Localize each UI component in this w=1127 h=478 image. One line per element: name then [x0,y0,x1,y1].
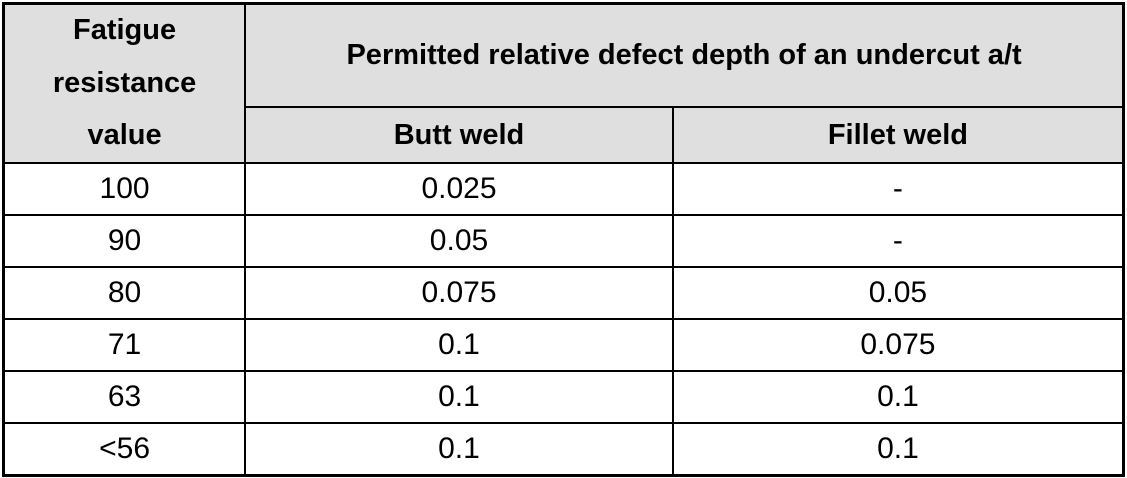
fatigue-value-cell: 71 [2,318,247,372]
table-row-63: 63 0.1 0.1 [2,370,1125,424]
butt-weld-cell: 0.1 [244,370,674,424]
header-cell-butt-weld: Butt weld [244,106,674,164]
fatigue-value-cell: 90 [2,214,247,268]
table-row-lt56: <56 0.1 0.1 [2,422,1125,476]
butt-weld-cell: 0.1 [244,422,674,476]
fillet-weld-cell: 0.1 [671,422,1125,476]
fatigue-header-line-3: value [87,118,162,151]
fillet-weld-cell: 0.05 [671,266,1125,320]
header-cell-permitted-depth: Permitted relative defect depth of an un… [244,2,1125,109]
header-cell-fillet-weld: Fillet weld [671,106,1125,164]
fillet-weld-cell: - [671,214,1125,268]
table-header: Fatigue resistance value Permitted relat… [2,2,1125,164]
butt-weld-cell: 0.05 [244,214,674,268]
table-body: 100 0.025 - 90 0.05 - 80 0.075 0.05 71 0… [2,162,1125,476]
fatigue-header-line-2: resistance [52,66,197,99]
fillet-weld-cell: - [671,162,1125,216]
butt-weld-cell: 0.1 [244,318,674,372]
fatigue-value-cell: <56 [2,422,247,476]
fatigue-value-cell: 80 [2,266,247,320]
table-row-71: 71 0.1 0.075 [2,318,1125,372]
table-row-90: 90 0.05 - [2,214,1125,268]
table-row-100: 100 0.025 - [2,162,1125,216]
header-cell-fatigue-resistance-value: Fatigue resistance value [2,2,247,164]
butt-weld-cell: 0.075 [244,266,674,320]
fatigue-value-cell: 100 [2,162,247,216]
fillet-weld-cell: 0.1 [671,370,1125,424]
fatigue-value-cell: 63 [2,370,247,424]
fillet-weld-cell: 0.075 [671,318,1125,372]
butt-weld-cell: 0.025 [244,162,674,216]
header-row-main: Fatigue resistance value Permitted relat… [2,2,1125,164]
fatigue-header-text: Fatigue resistance value [5,5,243,161]
table-row-80: 80 0.075 0.05 [2,266,1125,320]
header-row-sub: Butt weld Fillet weld [4,106,1125,164]
fatigue-header-line-1: Fatigue [73,14,177,47]
